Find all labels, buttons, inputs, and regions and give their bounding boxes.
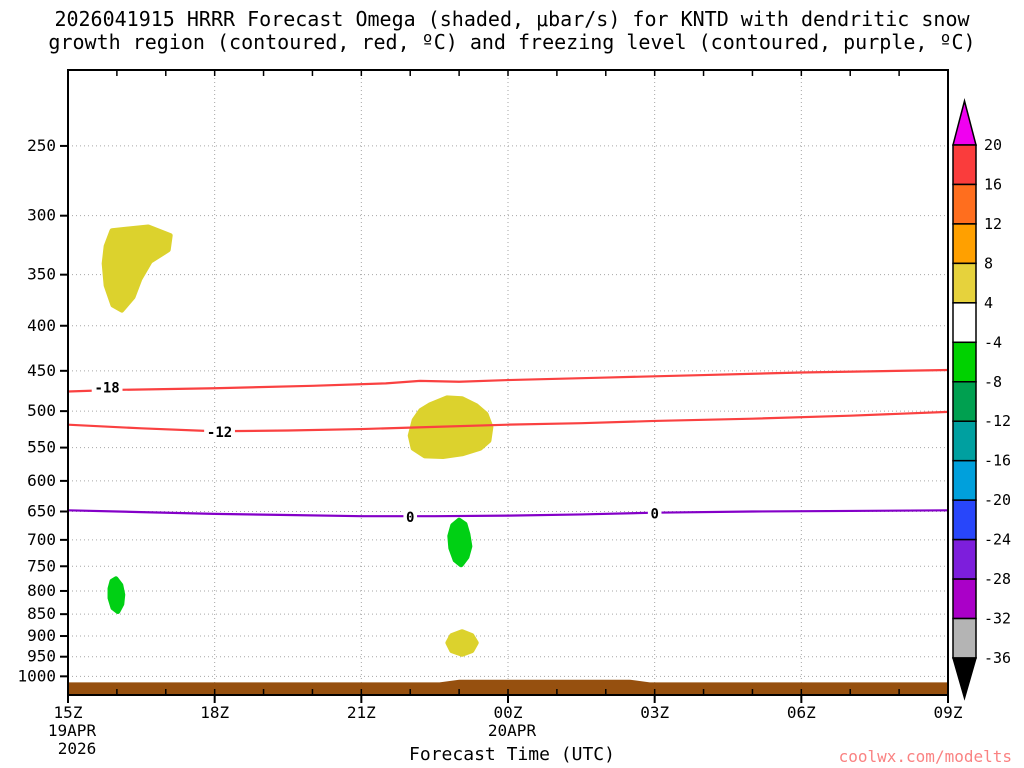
- y-axis-tick-label: 300: [27, 206, 56, 225]
- y-axis-tick-label: 550: [27, 438, 56, 457]
- colorbar-tick-label: -12: [984, 412, 1011, 430]
- omega-shaded-region: [101, 224, 173, 313]
- colorbar-tick-label: -20: [984, 491, 1011, 509]
- y-axis-tick-label: 250: [27, 136, 56, 155]
- colorbar-tick-label: -32: [984, 610, 1011, 628]
- contour-label-bg: [403, 509, 418, 525]
- colorbar-segment: [952, 420, 977, 462]
- y-axis-tick-label: 600: [27, 471, 56, 490]
- omega-shaded-region: [445, 629, 479, 657]
- y-axis-tick-label: 650: [27, 502, 56, 521]
- colorbar-tick-label: 8: [984, 254, 993, 272]
- colorbar-under-triangle: [952, 657, 977, 701]
- y-axis-tick-label: 950: [27, 647, 56, 666]
- colorbar-over-triangle: [952, 98, 977, 146]
- contour-label-bg: [647, 505, 662, 521]
- colorbar-segment: [952, 459, 977, 501]
- x-axis-year-label: 2026: [58, 739, 97, 758]
- colorbar-tick-label: 20: [984, 136, 1002, 154]
- contour-label: -18: [94, 380, 119, 396]
- y-axis-tick-label: 1000: [17, 666, 56, 685]
- colorbar-tick-label: -8: [984, 373, 1002, 391]
- colorbar-segment: [952, 617, 977, 659]
- contour-label-bg: [91, 379, 123, 395]
- terrain-surface: [68, 679, 948, 695]
- y-axis-tick-label: 500: [27, 401, 56, 420]
- y-axis-tick-label: 350: [27, 265, 56, 284]
- x-axis-date-label: 20APR: [488, 721, 537, 740]
- y-axis-tick-label: 800: [27, 581, 56, 600]
- y-axis-tick-label: 900: [27, 626, 56, 645]
- colorbar-tick-label: -36: [984, 649, 1011, 667]
- x-axis-tick-label: 15Z: [54, 703, 83, 722]
- colorbar-tick-label: -24: [984, 531, 1011, 549]
- contour-line--12: [67, 410, 949, 433]
- colorbar-segment: [952, 381, 977, 422]
- colorbar-tick-label: 12: [984, 215, 1002, 233]
- omega-shaded-region: [107, 576, 126, 614]
- colorbar-segment: [952, 578, 977, 620]
- omega-shaded-region: [447, 517, 473, 568]
- x-axis-tick-label: 06Z: [787, 703, 816, 722]
- colorbar-segment: [952, 341, 977, 383]
- contour-label: -12: [207, 425, 232, 441]
- colorbar-segment: [952, 499, 977, 541]
- colorbar-segment: [952, 144, 977, 186]
- chart-title-line2: growth region (contoured, red, ºC) and f…: [48, 30, 976, 54]
- x-axis-tick-label: 03Z: [640, 703, 669, 722]
- x-axis-date-label: 19APR: [48, 721, 97, 740]
- colorbar-segment: [952, 223, 977, 265]
- y-axis-tick-label: 850: [27, 604, 56, 623]
- y-axis-tick-label: 400: [27, 316, 56, 335]
- colorbar-tick-label: -28: [984, 570, 1011, 588]
- contour-label: 0: [406, 510, 414, 526]
- colorbar-tick-label: -4: [984, 333, 1002, 351]
- contour-label-bg: [204, 424, 235, 440]
- watermark-link[interactable]: coolwx.com/modelts: [838, 747, 1012, 766]
- colorbar-segment: [952, 538, 977, 580]
- colorbar-segment: [952, 262, 977, 304]
- colorbar-tick-label: 4: [984, 294, 993, 312]
- colorbar-tick-label: -16: [984, 452, 1011, 470]
- colorbar-tick-label: 16: [984, 175, 1002, 193]
- x-axis-title: Forecast Time (UTC): [409, 744, 615, 765]
- colorbar-segment: [952, 302, 977, 344]
- x-axis-tick-label: 18Z: [200, 703, 229, 722]
- colorbar-segment: [952, 183, 977, 225]
- chart-title-line1: 2026041915 HRRR Forecast Omega (shaded, …: [54, 7, 970, 31]
- contour-line-0: [67, 509, 949, 518]
- chart-title: 2026041915 HRRR Forecast Omega (shaded, …: [0, 8, 1024, 54]
- contour-label: 0: [650, 506, 658, 522]
- y-axis-tick-label: 450: [27, 361, 56, 380]
- x-axis-tick-label: 21Z: [347, 703, 376, 722]
- x-axis-tick-label: 00Z: [494, 703, 523, 722]
- y-axis-tick-label: 700: [27, 530, 56, 549]
- y-axis-tick-label: 750: [27, 556, 56, 575]
- contour-line--18: [67, 368, 949, 393]
- x-axis-tick-label: 09Z: [934, 703, 963, 722]
